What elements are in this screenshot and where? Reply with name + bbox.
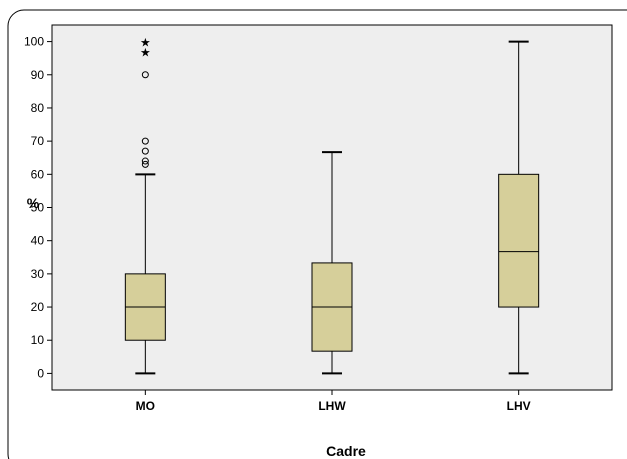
y-tick-label: 40 — [31, 234, 45, 248]
y-tick-label: 100 — [24, 35, 44, 49]
y-tick-label: 10 — [31, 333, 45, 347]
boxes-layer: ★★ — [124, 36, 540, 375]
x-axis-title: Cadre — [326, 443, 366, 459]
y-tick-label: 60 — [31, 167, 45, 181]
y-axis-title: % — [27, 195, 40, 211]
extreme-point: ★ — [140, 46, 151, 60]
outlier-point — [141, 71, 149, 79]
x-axis: MO LHW LHV — [136, 390, 531, 413]
outlier-point — [141, 147, 149, 155]
x-tick-label-MO: MO — [136, 399, 155, 413]
y-tick-label: 20 — [31, 300, 45, 314]
y-axis: 0 10 20 30 40 50 60 70 80 90 100 — [24, 35, 52, 380]
outlier-point — [141, 160, 149, 168]
y-tick-label: 0 — [37, 366, 44, 380]
outlier-point — [141, 157, 149, 165]
box-LHV — [498, 173, 540, 308]
x-tick-label-LHV: LHV — [507, 399, 531, 413]
extreme-point: ★ — [140, 36, 151, 50]
y-tick-label: 50 — [31, 201, 45, 215]
y-tick-label: 70 — [31, 134, 45, 148]
x-tick-label-LHW: LHW — [318, 399, 346, 413]
y-tick-label: 30 — [31, 267, 45, 281]
y-tick-label: 80 — [31, 101, 45, 115]
y-tick-label: 90 — [31, 68, 45, 82]
outlier-point — [141, 137, 149, 145]
